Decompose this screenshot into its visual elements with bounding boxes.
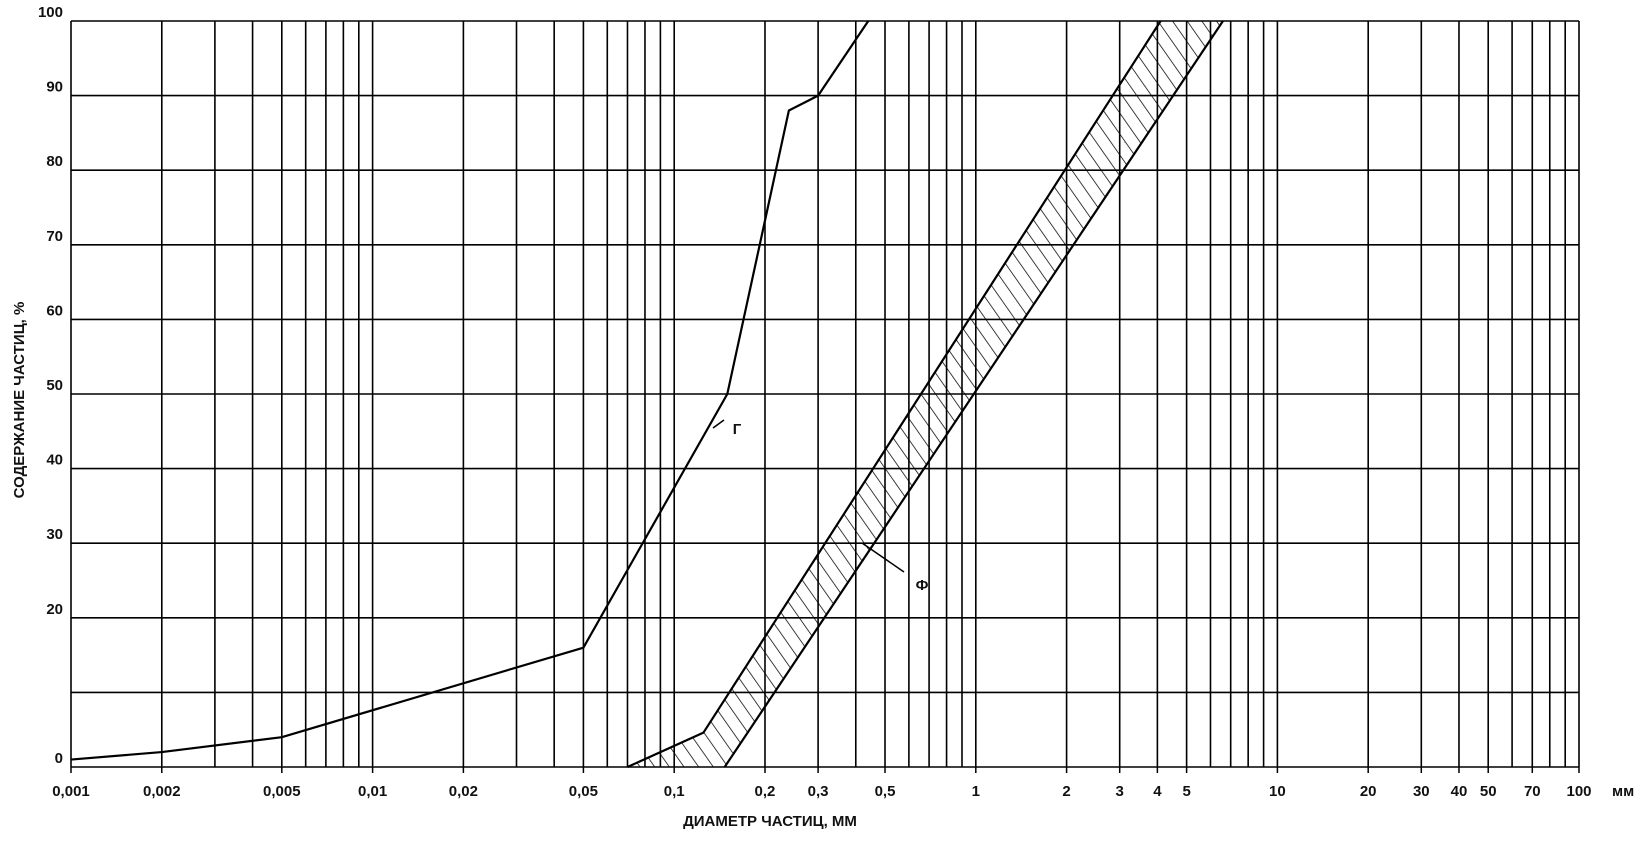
x-tick-label: 0,2 bbox=[755, 783, 776, 800]
y-tick-label: 60 bbox=[46, 302, 63, 319]
series-label: Г bbox=[733, 421, 742, 438]
x-tick-label: 1 bbox=[972, 783, 980, 800]
x-tick-label: 50 bbox=[1480, 783, 1497, 800]
y-tick-label: 80 bbox=[46, 153, 63, 170]
x-tick-label: 0,1 bbox=[664, 783, 685, 800]
x-tick-label: 0,02 bbox=[449, 783, 478, 800]
series-leader bbox=[712, 419, 725, 429]
x-tick-label: 0,5 bbox=[875, 783, 896, 800]
band-edge bbox=[723, 20, 1224, 768]
x-tick-label: 0,005 bbox=[263, 783, 301, 800]
band-leader bbox=[861, 542, 905, 573]
y-tick-label: 70 bbox=[46, 228, 63, 245]
y-axis-title: СОДЕРЖАНИЕ ЧАСТИЦ, % bbox=[11, 302, 28, 499]
band-edge bbox=[627, 20, 1162, 769]
y-tick-label: 40 bbox=[46, 452, 63, 469]
x-tick-label: 0,3 bbox=[808, 783, 829, 800]
x-tick-label: 0,05 bbox=[569, 783, 598, 800]
x-unit: мм bbox=[1612, 783, 1634, 800]
x-tick-label: 30 bbox=[1413, 783, 1430, 800]
x-tick-label: 20 bbox=[1360, 783, 1377, 800]
x-tick-label: 0,002 bbox=[143, 783, 181, 800]
band-area bbox=[627, 21, 1223, 767]
x-tick-label: 5 bbox=[1182, 783, 1190, 800]
x-tick-label: 0,001 bbox=[52, 783, 90, 800]
y-tick-label: 20 bbox=[46, 601, 63, 618]
band-label: Ф bbox=[916, 577, 929, 594]
x-axis-title: ДИАМЕТР ЧАСТИЦ, ММ bbox=[683, 813, 857, 830]
y-tick-label: 0 bbox=[55, 750, 63, 767]
x-tick-label: 0,01 bbox=[358, 783, 387, 800]
y-tick-label: 30 bbox=[46, 526, 63, 543]
x-tick-label: 10 bbox=[1269, 783, 1286, 800]
x-tick-label: 70 bbox=[1524, 783, 1541, 800]
y-tick-label: 90 bbox=[46, 79, 63, 96]
x-tick-label: 2 bbox=[1062, 783, 1070, 800]
x-tick-label: 3 bbox=[1116, 783, 1124, 800]
x-tick-label: 4 bbox=[1153, 783, 1162, 800]
y-tick-label: 100 bbox=[38, 4, 63, 21]
x-tick-label: 40 bbox=[1451, 783, 1468, 800]
y-tick-label: 50 bbox=[46, 377, 63, 394]
x-tick-label: 100 bbox=[1566, 783, 1591, 800]
series-line bbox=[70, 20, 870, 761]
